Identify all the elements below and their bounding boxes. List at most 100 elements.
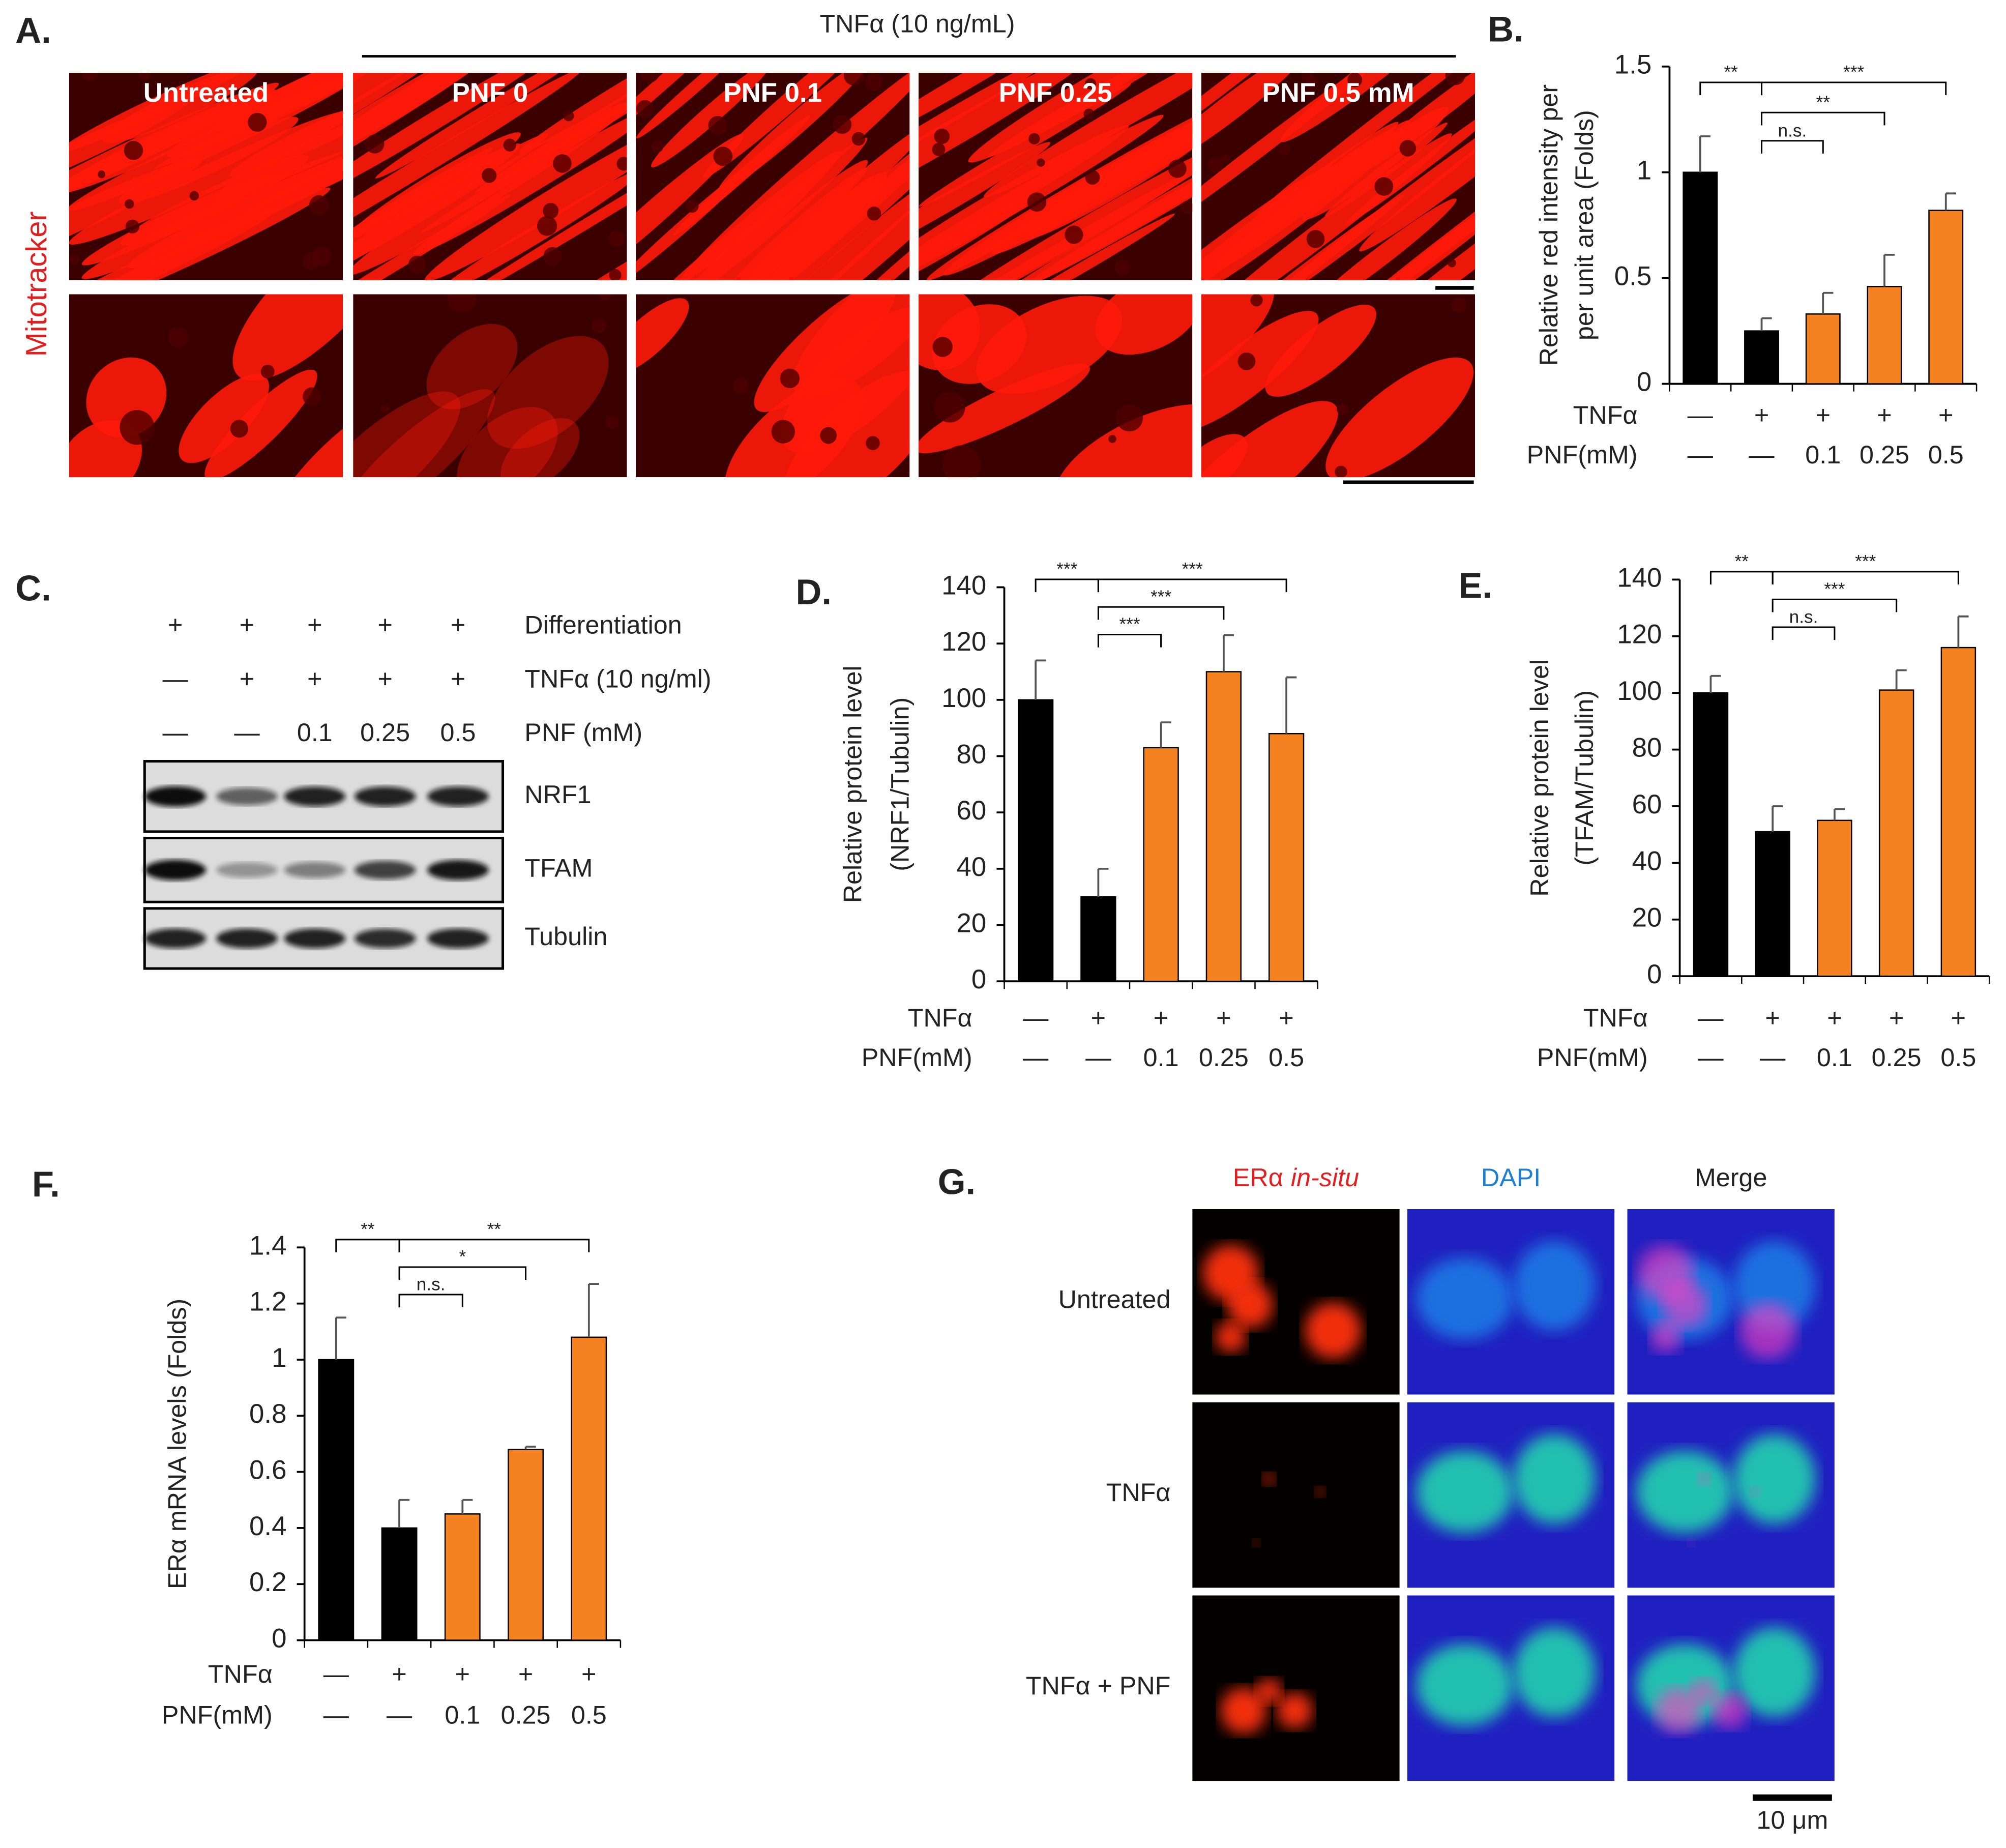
y-tick-label: 100 [1617, 676, 1662, 706]
vacuole [771, 420, 795, 444]
row-value: — [1085, 1043, 1111, 1072]
row-value: + [1216, 1003, 1231, 1032]
vacuole [120, 410, 155, 445]
y-tick-label: 60 [957, 796, 987, 826]
y-tick-label: 0.5 [1614, 261, 1651, 291]
cell [1325, 122, 1448, 217]
vacuole [70, 254, 80, 265]
cell [918, 73, 1062, 179]
image-clip [1201, 73, 1476, 280]
image-clip [1192, 1402, 1400, 1588]
cell [1280, 73, 1458, 142]
error-bar [1035, 659, 1046, 700]
y-axis-label: Relative protein level [838, 665, 867, 903]
row-value: — [387, 1700, 412, 1729]
vacuole [641, 73, 660, 83]
cell [680, 73, 910, 280]
error-bar [524, 1446, 536, 1450]
cell [421, 73, 627, 233]
nucleus [1513, 1434, 1596, 1524]
band [427, 860, 489, 881]
vacuole [168, 327, 189, 347]
bar [1268, 732, 1305, 982]
treatment-mark: — [234, 718, 260, 747]
y-tick-label: 0.8 [249, 1399, 286, 1429]
row-value: 0.1 [1805, 440, 1841, 469]
cell [81, 174, 274, 266]
row-value: — [1688, 440, 1714, 469]
y-tick-label: 0 [272, 1623, 286, 1653]
cell [1201, 434, 1248, 478]
cell [442, 116, 627, 280]
y-tick-label: 0 [1647, 959, 1662, 989]
row-value: — [323, 1659, 349, 1688]
signal [1662, 1282, 1708, 1328]
treatment-mark: + [451, 610, 465, 639]
y-tick-label: 120 [1617, 620, 1662, 650]
signal [1650, 1322, 1681, 1353]
treatment-mark: + [377, 664, 392, 693]
band [216, 787, 278, 805]
signal [1655, 1687, 1702, 1734]
row-value: 0.5 [1268, 1043, 1304, 1072]
cell [211, 73, 343, 132]
vacuole [636, 100, 654, 118]
cell [1054, 404, 1193, 478]
error-bar [1760, 317, 1772, 331]
vacuole [1027, 192, 1047, 212]
significance-label: ** [361, 1220, 375, 1240]
cell [1301, 198, 1457, 280]
vacuole [708, 115, 727, 135]
nucleus [1513, 1627, 1596, 1717]
cell [119, 116, 299, 204]
treatment-mark: + [307, 610, 322, 639]
y-tick-label: 80 [1632, 733, 1662, 763]
column-header: DAPI [1481, 1163, 1541, 1192]
vacuole [482, 168, 497, 183]
cell [636, 73, 775, 180]
vacuole [381, 404, 390, 413]
cell [1201, 401, 1338, 478]
vacuole [599, 294, 611, 301]
y-axis-label: (TFAM/Tubulin) [1570, 690, 1599, 866]
significance-bracket [1035, 578, 1099, 593]
nucleus [1733, 1627, 1816, 1717]
cell [716, 103, 910, 280]
row-label: PNF (mM) [524, 718, 642, 747]
row-value: 0.25 [1860, 440, 1909, 469]
nucleus [1733, 1434, 1816, 1524]
row-value: 0.1 [1143, 1043, 1179, 1072]
row-value: + [455, 1659, 470, 1688]
image-clip [636, 294, 910, 478]
row-label: TNFα (10 ng/ml) [524, 664, 711, 693]
significance-bracket [398, 1294, 463, 1308]
row-value: 0.1 [445, 1700, 480, 1729]
row-value: + [1154, 1003, 1168, 1032]
row-value: + [1951, 1003, 1966, 1032]
vacuole [553, 154, 572, 173]
significance-bracket [1709, 571, 1774, 584]
signal [1252, 1539, 1260, 1547]
significance-bracket [1097, 633, 1162, 648]
significance-label: ** [1724, 63, 1738, 82]
row-value: 0.25 [1199, 1043, 1249, 1072]
significance-label: n.s. [1778, 121, 1807, 140]
cell [353, 73, 583, 267]
cell [1201, 73, 1308, 169]
bar [571, 1336, 607, 1641]
panel-label: D. [796, 572, 832, 612]
cell [69, 110, 343, 245]
row-value: + [1877, 400, 1892, 429]
image-clip [1192, 1209, 1400, 1395]
y-tick-label: 1 [1637, 156, 1651, 186]
header: TNFα (10 ng/mL) [819, 9, 1015, 38]
vacuole [537, 216, 557, 236]
column-label: PNF 0 [452, 78, 528, 108]
vacuole [1374, 177, 1394, 196]
row-value: + [1754, 400, 1769, 429]
error-bar [1709, 674, 1721, 693]
y-tick-label: 100 [941, 683, 986, 713]
signal [1277, 1692, 1313, 1729]
vacuole [447, 294, 477, 313]
